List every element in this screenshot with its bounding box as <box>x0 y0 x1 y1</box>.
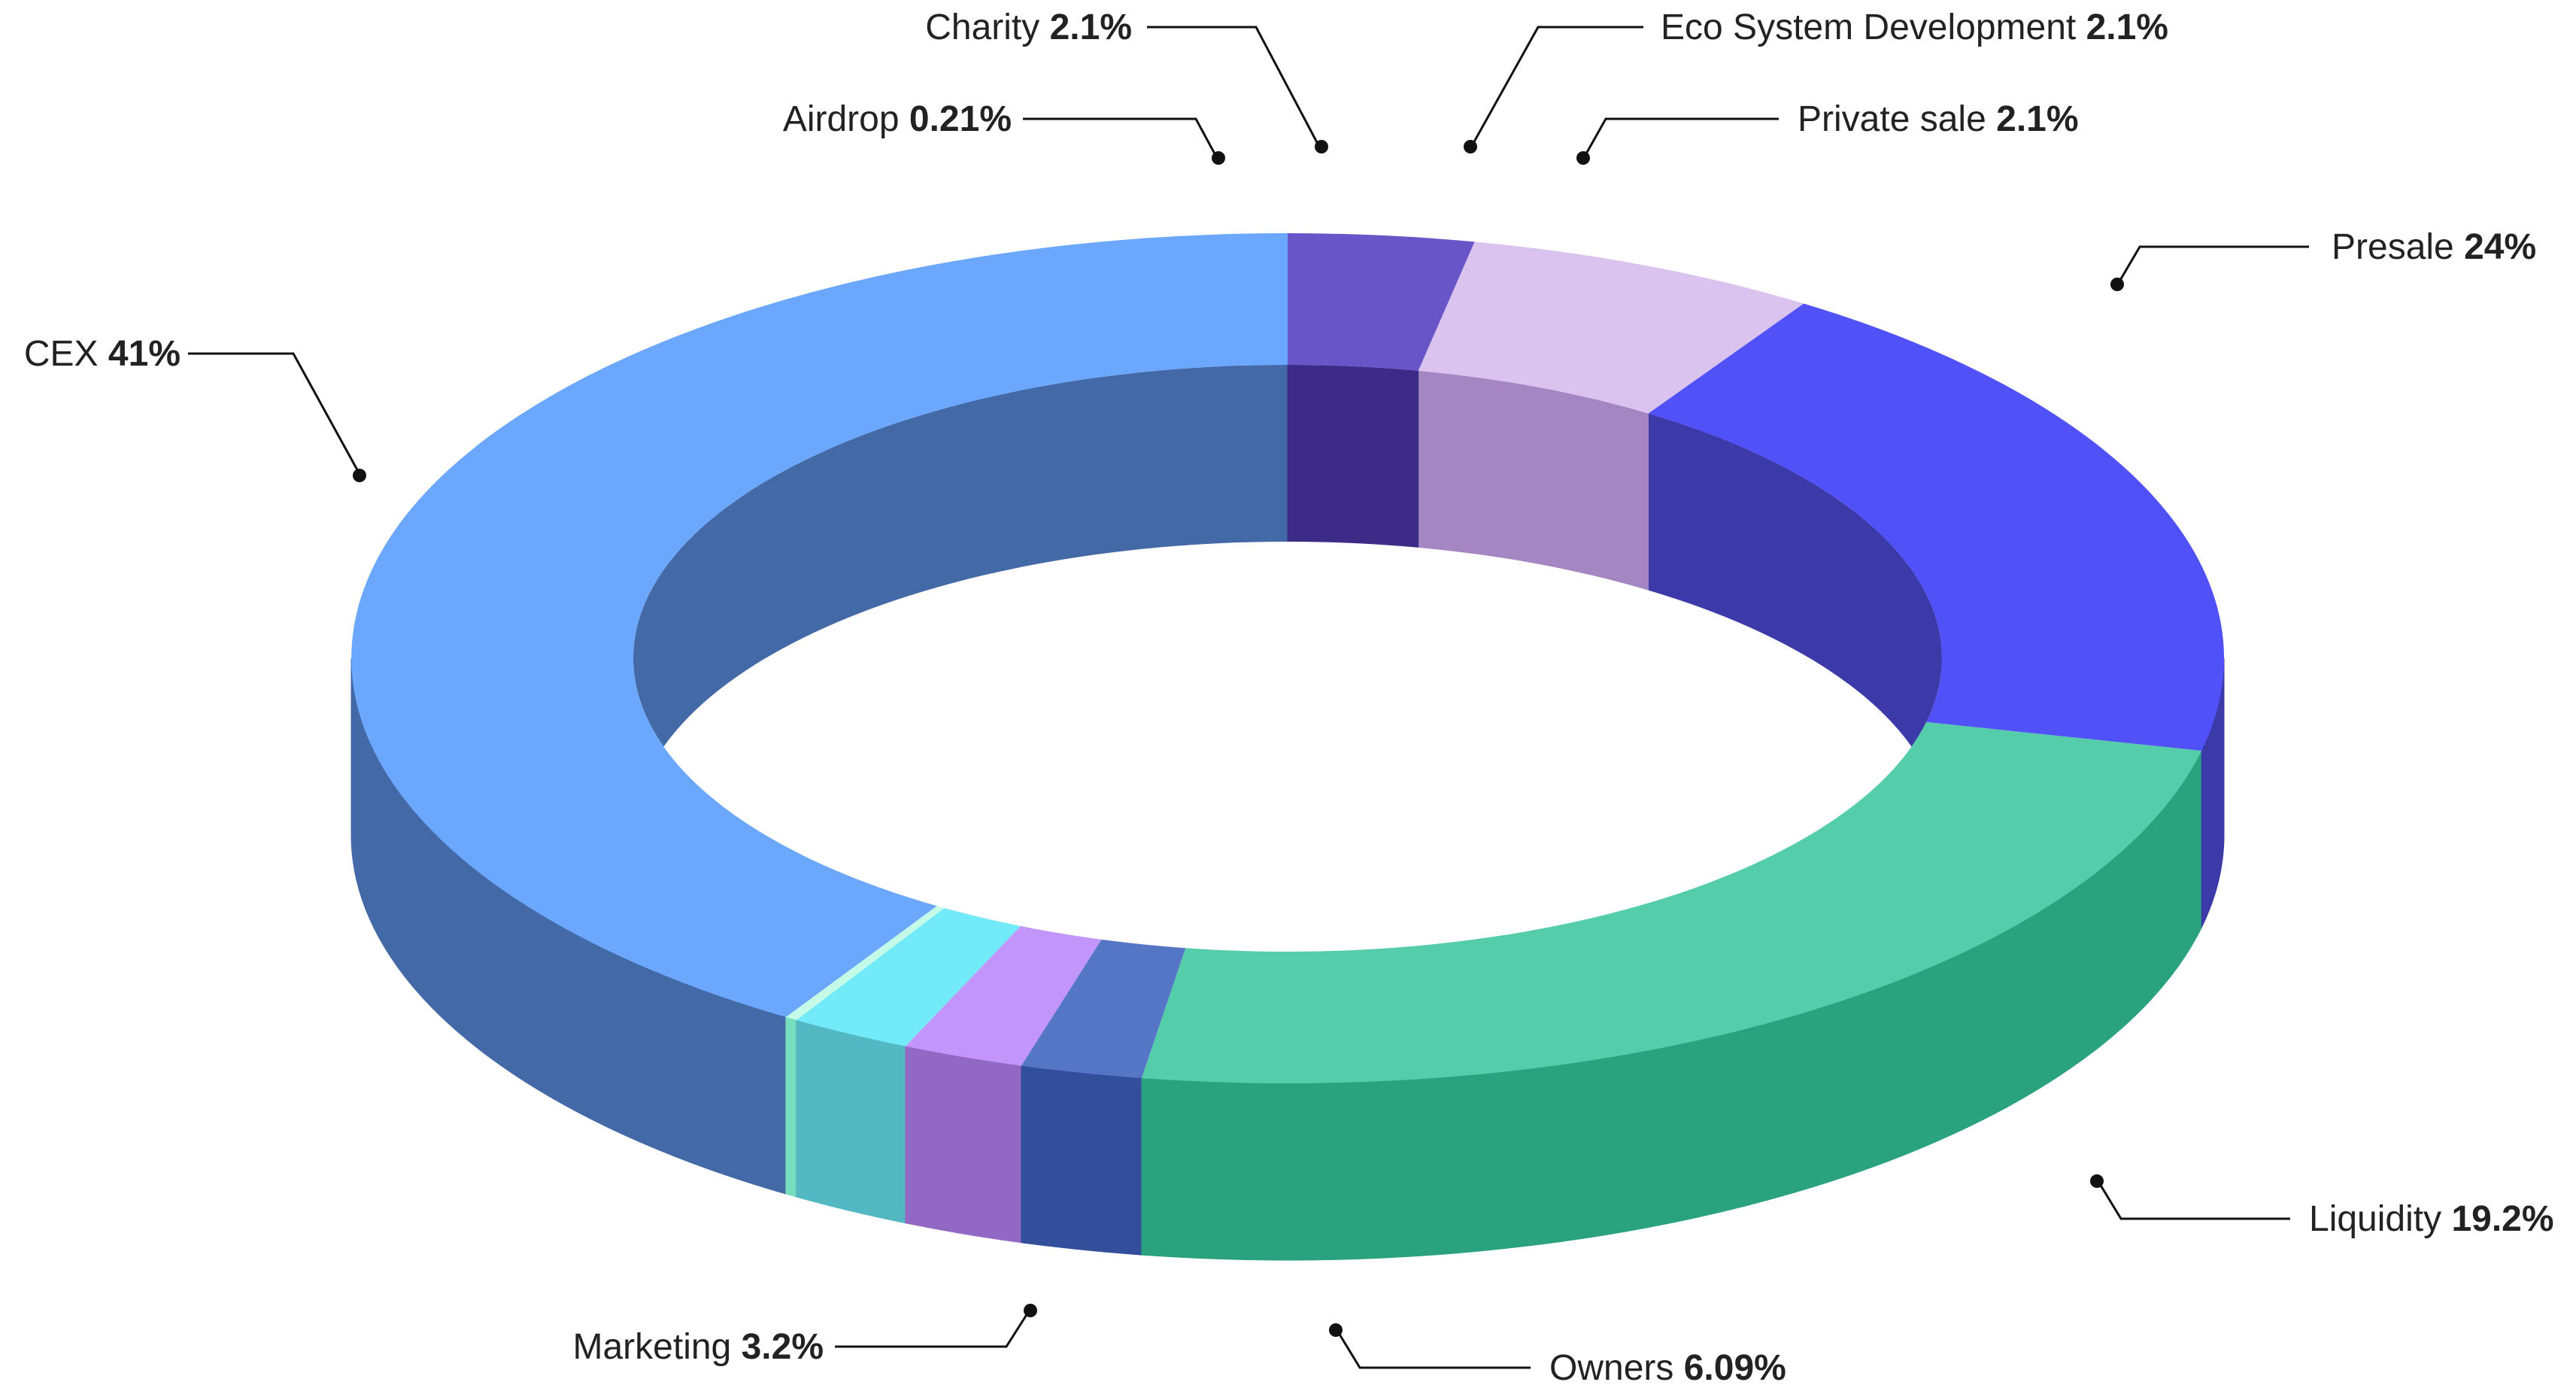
airdrop-slice-top <box>785 906 945 1020</box>
charity-leader-line <box>1147 26 1320 146</box>
label-group-airdrop: Airdrop 0.21% <box>783 99 1225 165</box>
marketing-label-value: 3.2% <box>742 1327 824 1367</box>
eco-system-development-label-name: Eco System Development <box>1661 8 2076 47</box>
label-group-charity: Charity 2.1% <box>925 8 1328 153</box>
airdrop-leader-dot <box>1212 151 1225 165</box>
marketing-leader-line <box>835 1313 1029 1348</box>
owners-label-name: Owners <box>1549 1348 1673 1388</box>
label-group-cex: CEX 41% <box>24 334 366 482</box>
owners-leader-dot <box>1329 1323 1343 1337</box>
eco-system-development-leader-dot <box>1464 140 1477 153</box>
label-group-eco-system-development: Eco System Development 2.1% <box>1464 8 2168 153</box>
airdrop-label: Airdrop 0.21% <box>783 99 1012 139</box>
presale-label: Presale 24% <box>2332 227 2536 267</box>
airdrop-leader-line <box>1023 117 1218 157</box>
owners-slice-top <box>1418 241 1804 414</box>
private-sale-label-value: 2.1% <box>1996 99 2078 139</box>
eco-system-development-slice-top <box>905 926 1102 1066</box>
donut-hole <box>633 542 1942 952</box>
owners-label-value: 6.09% <box>1684 1348 1786 1388</box>
cex-leader-line <box>188 352 361 475</box>
presale-leader-line <box>2118 245 2309 282</box>
label-group-private-sale: Private sale 2.1% <box>1576 99 2079 165</box>
private-sale-leader-line <box>1584 117 1779 156</box>
charity-label: Charity 2.1% <box>925 8 1132 47</box>
presale-label-value: 24% <box>2464 227 2536 267</box>
cex-slice-top <box>351 233 1288 1017</box>
cex-leader-dot <box>353 469 366 482</box>
liquidity-leader-dot <box>2090 1174 2104 1188</box>
label-group-owners: Owners 6.09% <box>1329 1323 1786 1388</box>
cex-label: CEX 41% <box>24 334 181 374</box>
liquidity-label: Liquidity 19.2% <box>2309 1199 2554 1239</box>
eco-system-development-label: Eco System Development 2.1% <box>1661 8 2168 47</box>
airdrop-label-value: 0.21% <box>909 99 1012 139</box>
private-sale-slice-side <box>1021 1065 1142 1256</box>
charity-slice-top <box>796 908 1021 1046</box>
cex-label-value: 41% <box>108 334 181 374</box>
liquidity-leader-line <box>2098 1183 2290 1220</box>
cex-label-name: CEX <box>24 334 99 374</box>
owners-leader-line <box>1337 1332 1531 1369</box>
eco-system-development-leader-line <box>1471 26 1643 145</box>
charity-slice-side <box>796 1019 906 1224</box>
marketing-label-name: Marketing <box>573 1327 732 1367</box>
label-group-liquidity: Liquidity 19.2% <box>2090 1174 2554 1239</box>
marketing-label: Marketing 3.2% <box>573 1327 824 1367</box>
ring-sides <box>350 658 2225 1261</box>
ring-top <box>351 233 2225 1084</box>
liquidity-label-name: Liquidity <box>2309 1199 2441 1239</box>
private-sale-label: Private sale 2.1% <box>1798 99 2079 139</box>
private-sale-leader-dot <box>1576 151 1590 165</box>
private-sale-label-name: Private sale <box>1798 99 1986 139</box>
label-group-presale: Presale 24% <box>2110 227 2536 291</box>
ring-inner-walls <box>633 365 1942 952</box>
eco-system-development-label-value: 2.1% <box>2086 8 2168 47</box>
marketing-slice-inner-wall <box>1287 365 1419 548</box>
owners-label: Owners 6.09% <box>1549 1348 1786 1388</box>
charity-label-value: 2.1% <box>1050 8 1132 47</box>
marketing-slice-top <box>1288 233 1475 371</box>
charity-label-name: Charity <box>925 8 1039 47</box>
eco-system-development-slice-side <box>905 1046 1022 1244</box>
presale-slice-top <box>1142 721 2202 1084</box>
presale-label-name: Presale <box>2332 227 2454 267</box>
liquidity-label-value: 19.2% <box>2451 1199 2553 1239</box>
charity-leader-dot <box>1315 140 1328 153</box>
label-group-marketing: Marketing 3.2% <box>573 1304 1037 1367</box>
airdrop-label-name: Airdrop <box>783 99 900 139</box>
airdrop-slice-side <box>785 1016 797 1198</box>
liquidity-slice-top <box>1648 303 2225 751</box>
private-sale-slice-top <box>1021 939 1186 1079</box>
marketing-leader-dot <box>1024 1304 1037 1317</box>
presale-leader-dot <box>2110 278 2124 291</box>
